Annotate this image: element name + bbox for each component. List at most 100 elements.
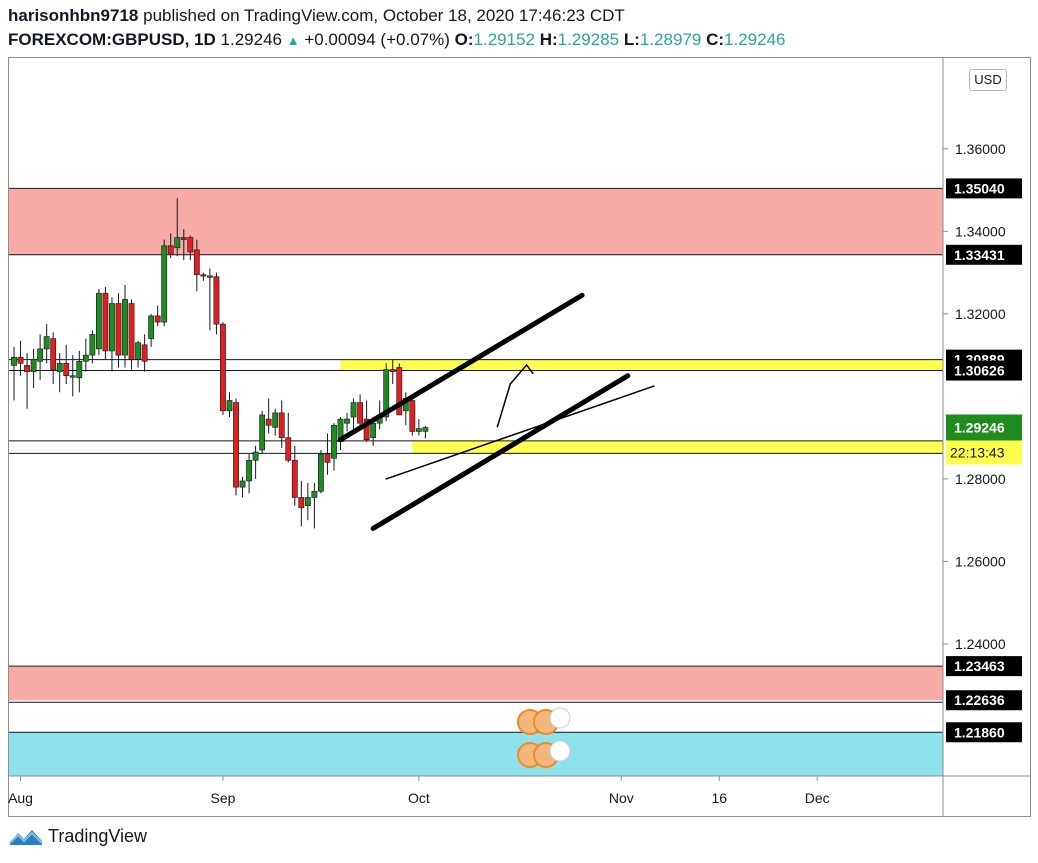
last-price-label: 1.29246: [954, 419, 1005, 435]
candle: [89, 330, 96, 364]
candle: [278, 400, 285, 448]
candle: [239, 476, 246, 498]
candle: [331, 423, 337, 471]
high-label: H:: [539, 30, 558, 49]
tradingview-footer: TradingView: [8, 826, 147, 847]
candle-body: [370, 422, 377, 438]
candle: [11, 346, 17, 401]
candle-body: [396, 367, 403, 416]
candle: [363, 400, 370, 442]
candle-body: [304, 497, 311, 507]
symbol-info-bar: FOREXCOM:GBPUSD, 1D 1.29246 ▲ +0.00094 (…: [8, 30, 785, 50]
tradingview-brand[interactable]: TradingView: [48, 826, 148, 846]
symbol-name[interactable]: FOREXCOM:GBPUSD, 1D: [8, 30, 216, 49]
candle-body: [278, 412, 285, 438]
candle: [311, 483, 318, 529]
candle: [415, 419, 422, 436]
candle-body: [82, 354, 89, 362]
candle-body: [207, 275, 213, 278]
candle: [207, 268, 213, 331]
x-tick-label: Sep: [210, 790, 235, 806]
candle-body: [89, 334, 96, 356]
yellow-zone-lower: [412, 440, 943, 454]
price-level-label: 1.22636: [954, 692, 1005, 708]
countdown-tag: [946, 440, 1022, 465]
candle: [318, 450, 324, 494]
candle-body: [122, 299, 128, 356]
candle: [148, 313, 155, 347]
candle-body: [220, 323, 226, 412]
candle: [174, 198, 181, 257]
x-tick-label: 16: [711, 790, 727, 806]
candle-body: [357, 402, 363, 424]
price-level-label: 1.33431: [954, 247, 1005, 263]
candle-body: [50, 338, 57, 370]
candle: [115, 293, 122, 368]
price-level-label: 1.35040: [954, 180, 1005, 196]
channel-upper: [338, 292, 585, 443]
candle-body: [174, 237, 181, 249]
candle: [95, 289, 102, 356]
candle-body: [17, 356, 24, 364]
candle: [233, 398, 239, 496]
candle-body: [115, 303, 122, 356]
y-tick-label: 1.34000: [955, 223, 1006, 239]
candle-body: [265, 418, 272, 426]
candle: [63, 344, 70, 384]
candle-body: [291, 460, 298, 498]
published-text: published on TradingView.com, October 18…: [143, 6, 625, 25]
candle-body: [154, 315, 161, 323]
author-name[interactable]: harisonhbn9718: [8, 6, 139, 25]
currency-badge[interactable]: USD: [969, 69, 1007, 91]
price-level-tag: [946, 656, 1022, 677]
candle: [200, 272, 207, 281]
candle: [135, 340, 141, 368]
price-level-label: 1.23463: [954, 658, 1005, 674]
price-level-label: 1.30626: [954, 363, 1005, 379]
x-tick-label: Dec: [805, 790, 830, 806]
low-value: 1.28979: [639, 30, 702, 49]
candle-body: [272, 412, 279, 428]
candle: [220, 322, 226, 415]
candle-body: [409, 400, 416, 432]
chart-frame: [8, 57, 1031, 817]
y-tick-label: 1.24000: [955, 636, 1006, 652]
candle-body: [187, 237, 194, 253]
candle-body: [63, 363, 70, 377]
candle-body: [344, 418, 350, 424]
x-tick-label: Nov: [609, 790, 634, 806]
candle: [76, 350, 83, 393]
projection-arrow: [496, 363, 534, 428]
candle: [154, 305, 161, 327]
candle-body: [30, 358, 37, 372]
y-tick-label: 1.32000: [955, 306, 1006, 322]
candle: [350, 398, 357, 430]
candle: [291, 445, 298, 506]
candle: [56, 353, 63, 393]
candle: [409, 398, 416, 436]
candle: [344, 412, 350, 432]
candle-body: [285, 437, 292, 461]
candle-body: [233, 402, 239, 488]
candle-body: [252, 451, 259, 461]
candle-body: [95, 292, 102, 350]
candle-body: [298, 497, 305, 509]
price-up-icon: ▲: [286, 33, 300, 48]
open-label: O:: [454, 30, 474, 49]
y-tick-label: 1.28000: [955, 471, 1006, 487]
candle: [187, 235, 194, 261]
candle: [161, 239, 168, 327]
open-value: 1.29152: [473, 30, 535, 49]
candle-body: [389, 369, 396, 372]
candle: [252, 445, 259, 479]
candle-body: [37, 348, 44, 362]
candle-body: [43, 336, 50, 350]
candle: [357, 394, 363, 430]
candle: [109, 297, 115, 372]
candle-body: [193, 249, 200, 275]
candle-body: [167, 245, 174, 255]
channel-lower: [370, 373, 631, 531]
candle: [24, 353, 30, 409]
candle-body: [128, 303, 135, 360]
